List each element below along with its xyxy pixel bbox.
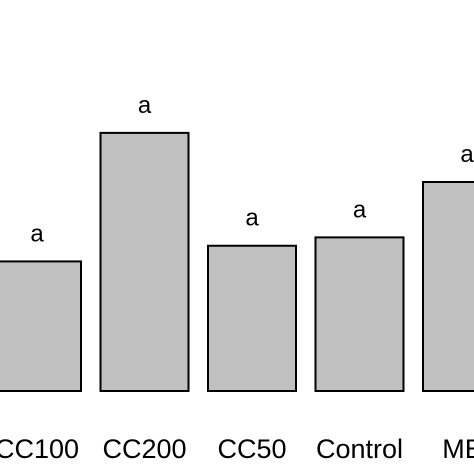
significance-labels-group: a a a a a — [30, 92, 474, 248]
x-tick-labels-group: CC100 CC200 CC50 Control MB- — [0, 434, 474, 464]
significance-letter: a — [138, 92, 152, 119]
significance-letter: a — [353, 196, 367, 223]
bar-control — [314, 236, 405, 392]
significance-letter: a — [30, 220, 44, 247]
significance-letter: a — [245, 205, 259, 232]
x-tick-label: CC100 — [0, 434, 79, 464]
bar-cc50 — [207, 244, 297, 392]
x-tick-label: CC200 — [102, 434, 186, 464]
significance-letter: a — [460, 141, 474, 168]
x-tick-label: Control — [316, 434, 403, 464]
bar-cc200 — [99, 131, 190, 392]
bar-cc100 — [0, 260, 82, 393]
x-tick-label: MB- — [442, 434, 474, 464]
x-tick-label: CC50 — [217, 434, 286, 464]
bars-group — [0, 131, 474, 393]
bar-mb — [422, 181, 474, 392]
